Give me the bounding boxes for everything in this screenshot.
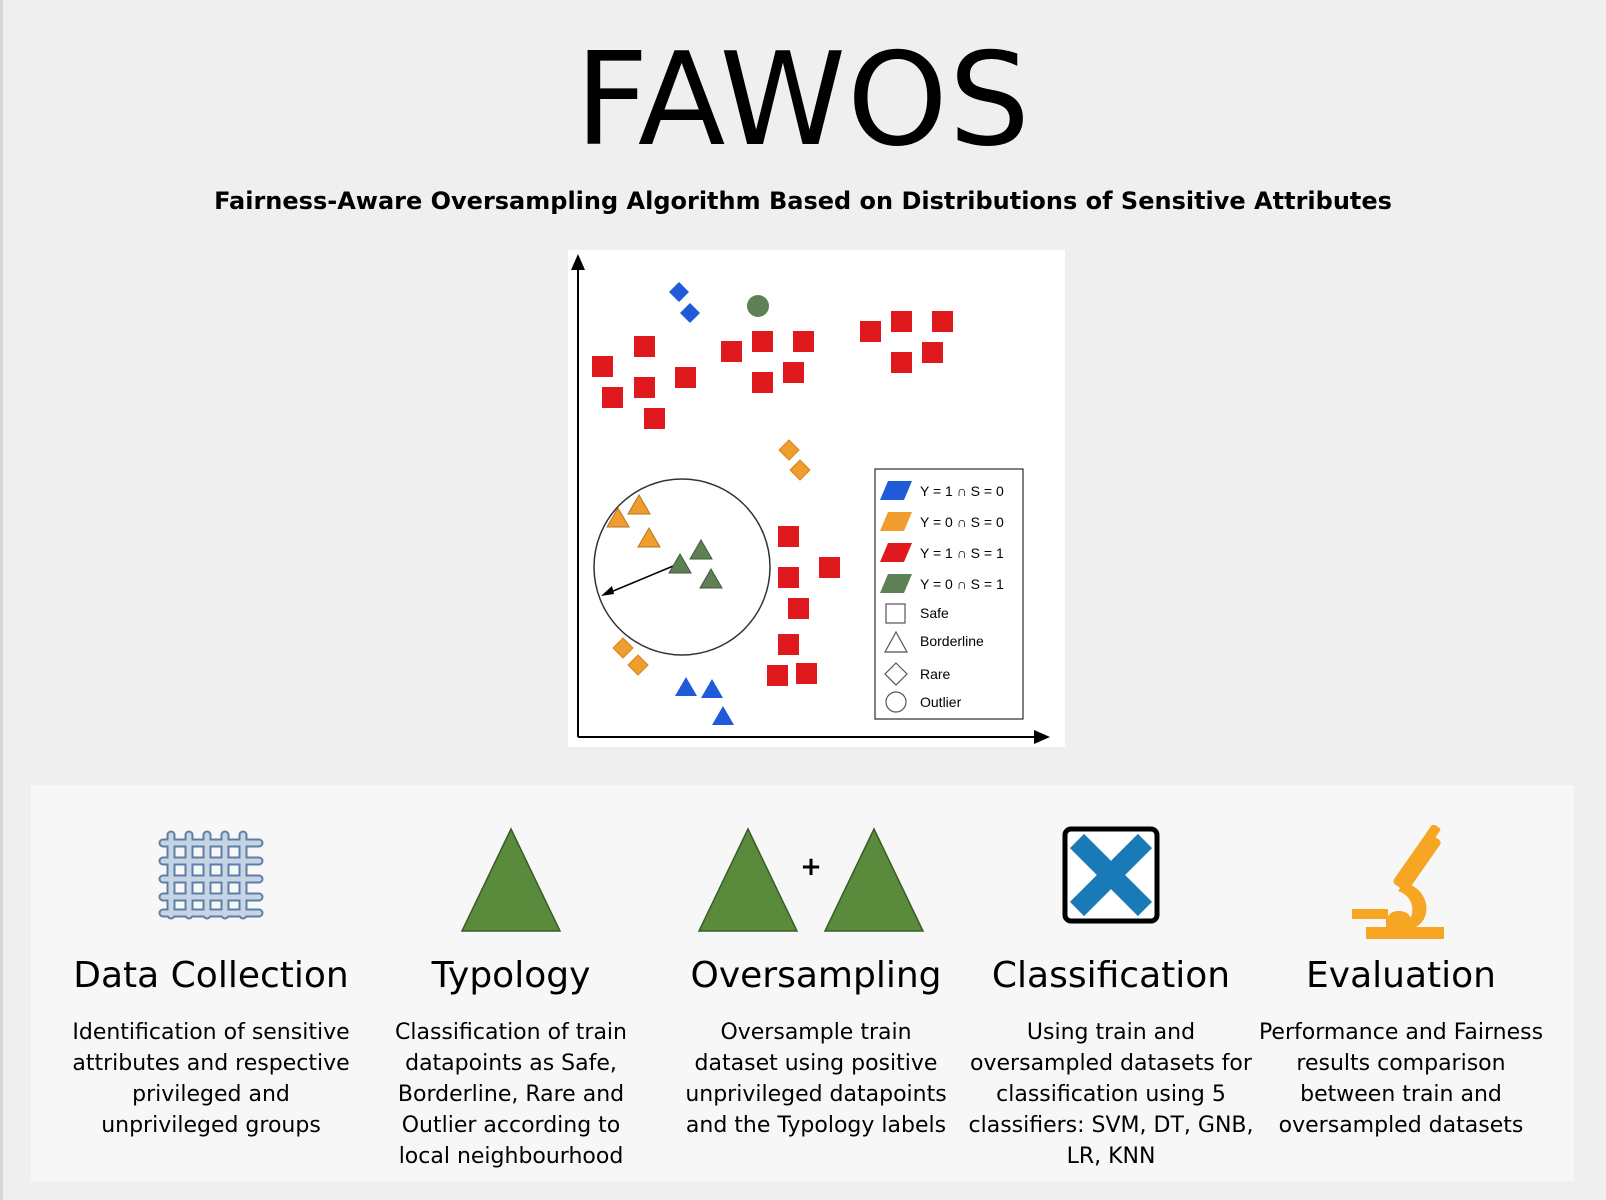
legend-label-safe: Safe — [920, 605, 949, 621]
x-box-icon — [961, 825, 1261, 945]
woven-grid-icon — [31, 825, 391, 945]
outlier-point-green — [747, 295, 769, 317]
step-evaluation: Evaluation Performance and Fairness resu… — [1251, 785, 1551, 1181]
safe-points-red — [592, 311, 953, 686]
legend-label-y0-s1: Y = 0 ∩ S = 1 — [920, 576, 1004, 592]
borderline-points-blue — [675, 677, 734, 725]
legend-label-outlier: Outlier — [920, 694, 962, 710]
triangle-plus-triangle-icon: + — [641, 825, 991, 945]
legend-label-borderline: Borderline — [920, 633, 984, 649]
rare-points-blue — [669, 282, 700, 323]
plus-sign: + — [800, 852, 822, 882]
step-description: Oversample train dataset using positive … — [685, 1020, 947, 1138]
legend-label-y0-s0: Y = 0 ∩ S = 0 — [920, 514, 1004, 530]
triangle-icon — [361, 825, 661, 945]
step-description: Using train and oversampled datasets for… — [968, 1020, 1254, 1169]
step-oversampling: + Oversampling Oversample train dataset … — [641, 785, 991, 1181]
pipeline-steps-panel: Data Collection Identification of sensit… — [31, 785, 1574, 1181]
step-title: Classification — [991, 955, 1231, 996]
legend-label-rare: Rare — [920, 666, 951, 682]
microscope-icon — [1251, 825, 1551, 945]
step-description: Identification of sensitive attributes a… — [72, 1020, 350, 1138]
axes — [571, 254, 1050, 744]
rare-points-orange — [612, 439, 811, 676]
figure-legend: Y = 1 ∩ S = 0 Y = 0 ∩ S = 0 Y = 1 ∩ S = … — [874, 468, 1024, 720]
step-title: Evaluation — [1306, 955, 1496, 996]
step-description: Classification of train datapoints as Sa… — [395, 1020, 627, 1169]
borderline-points-green — [668, 539, 723, 589]
borderline-points-orange — [606, 494, 661, 548]
step-description: Performance and Fairness results compari… — [1258, 1020, 1544, 1138]
step-title: Data Collection — [73, 955, 349, 996]
step-typology: Typology Classification of train datapoi… — [361, 785, 661, 1181]
neighbourhood-circle — [593, 478, 771, 656]
left-border — [0, 0, 3, 1200]
step-classification: Classification Using train and oversampl… — [961, 785, 1261, 1181]
legend-label-y1-s1: Y = 1 ∩ S = 1 — [920, 545, 1004, 561]
step-title: Typology — [431, 955, 591, 996]
step-title: Oversampling — [690, 955, 942, 996]
page-title: FAWOS — [575, 26, 1031, 175]
page-subtitle: Fairness-Aware Oversampling Algorithm Ba… — [214, 187, 1392, 215]
step-data-collection: Data Collection Identification of sensit… — [31, 785, 391, 1181]
legend-label-y1-s0: Y = 1 ∩ S = 0 — [920, 483, 1004, 499]
typology-scatter-figure: Y = 1 ∩ S = 0 Y = 0 ∩ S = 0 Y = 1 ∩ S = … — [568, 250, 1065, 747]
